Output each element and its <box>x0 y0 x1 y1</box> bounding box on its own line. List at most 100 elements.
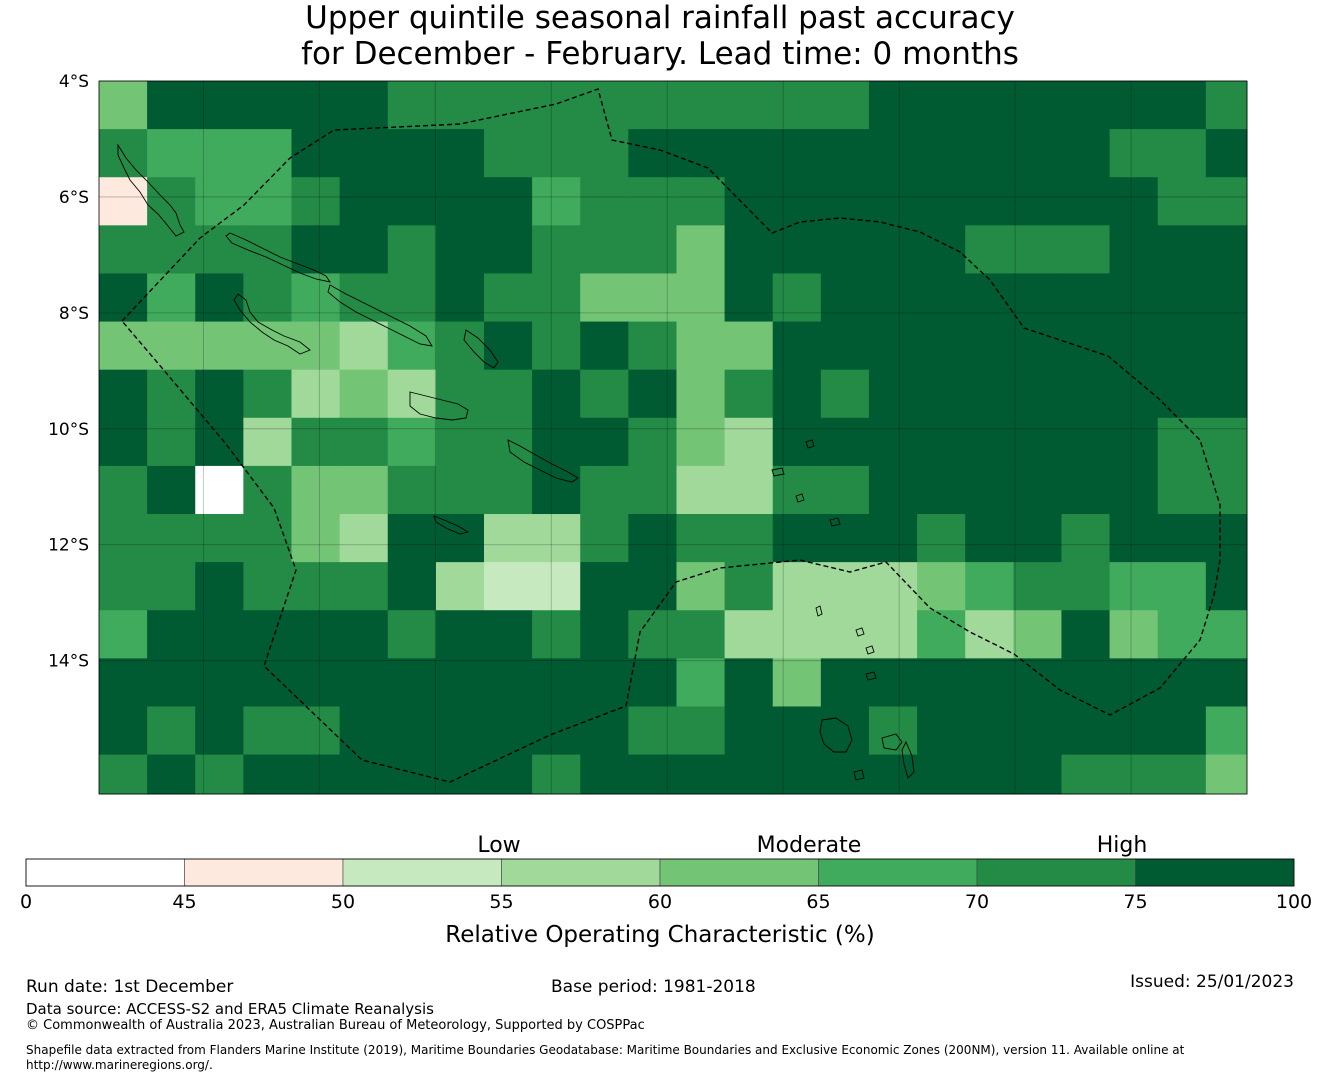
grid-cell <box>724 225 774 274</box>
grid-cell <box>339 369 389 419</box>
grid-cell <box>291 754 341 795</box>
coastline-islet-8 <box>815 605 823 617</box>
grid-cell <box>339 225 389 274</box>
grid-cell <box>1109 81 1159 130</box>
grid-cell <box>1205 706 1248 756</box>
grid-cell <box>435 81 485 130</box>
grid-cell <box>628 225 677 274</box>
grid-cell <box>1157 177 1207 226</box>
grid-cell <box>1157 610 1207 659</box>
grid-cell <box>1013 465 1062 515</box>
grid-cell <box>147 514 196 563</box>
grid-cell <box>99 754 148 795</box>
grid-cell <box>483 658 533 707</box>
grid-cell <box>147 273 196 323</box>
grid-cell <box>1013 81 1062 130</box>
grid-cell <box>339 754 389 795</box>
grid-cell <box>147 417 196 467</box>
lat-label: 14°S <box>48 652 89 672</box>
category-label-moderate: Moderate <box>757 833 862 858</box>
grid-cell <box>868 706 918 756</box>
grid-cell <box>724 369 774 419</box>
colorbar-swatch <box>25 858 185 887</box>
grid-cell <box>868 81 918 130</box>
grid-cell <box>387 129 437 178</box>
grid-cell <box>676 514 726 563</box>
grid-cell <box>1061 177 1111 226</box>
grid-cell <box>243 465 292 515</box>
grid-cell <box>965 81 1014 130</box>
grid-cell <box>243 417 292 467</box>
grid-cell <box>580 321 629 371</box>
grid-cell <box>532 514 581 563</box>
colorbar-tick-label: 70 <box>965 891 989 913</box>
grid-cell <box>147 562 196 611</box>
grid-cell <box>676 658 726 707</box>
grid-cell <box>483 321 533 371</box>
grid-cell <box>772 81 822 130</box>
grid-cell <box>1109 129 1159 178</box>
grid-cell <box>580 658 629 707</box>
grid-cell <box>676 754 726 795</box>
grid-cell <box>580 177 629 226</box>
grid-cell <box>1109 754 1159 795</box>
grid-cell <box>99 658 148 707</box>
coastline-santa-isabel <box>327 284 433 347</box>
grid-cell <box>965 706 1014 756</box>
grid-cell <box>724 417 774 467</box>
grid-cell <box>772 417 822 467</box>
grid-cell <box>532 658 581 707</box>
grid-cell <box>676 610 726 659</box>
grid-cell <box>628 562 677 611</box>
grid-cell <box>724 81 774 130</box>
map-frame <box>98 80 1248 795</box>
grid-cell <box>195 465 244 515</box>
grid-cell <box>387 706 437 756</box>
map-title: Upper quintile seasonal rainfall past ac… <box>0 0 1320 72</box>
grid-cell <box>1109 562 1159 611</box>
grid-cell <box>243 562 292 611</box>
colorbar-tick-label: 60 <box>648 891 672 913</box>
grid-cell <box>195 754 244 795</box>
grid-cell <box>243 321 292 371</box>
grid-cell <box>1013 225 1062 274</box>
grid-cell <box>580 754 629 795</box>
colorbar-tick-label: 50 <box>331 891 355 913</box>
colorbar-category-labels: Low Moderate High <box>477 833 1147 858</box>
grid-cell <box>1061 514 1111 563</box>
grid-cell <box>99 321 148 371</box>
grid-cell <box>483 610 533 659</box>
grid-cell <box>532 562 581 611</box>
coastline-san-cristobal <box>507 439 579 483</box>
grid-cell <box>820 754 870 795</box>
grid-cell <box>868 610 918 659</box>
grid-cell <box>1157 658 1207 707</box>
grid-cell <box>532 754 581 795</box>
coastlines <box>117 143 915 781</box>
grid-cell <box>965 273 1014 323</box>
grid-cell <box>291 81 341 130</box>
grid-cell <box>917 81 966 130</box>
grid-cell <box>532 177 581 226</box>
grid-cell <box>1013 129 1062 178</box>
grid-cell <box>147 321 196 371</box>
grid-cell <box>339 321 389 371</box>
grid-cell <box>724 706 774 756</box>
grid-cell <box>965 369 1014 419</box>
lat-label: 6°S <box>59 188 89 208</box>
category-label-low: Low <box>477 833 520 858</box>
grid-cell <box>435 562 485 611</box>
grid-cell <box>291 129 341 178</box>
grid-cell <box>387 321 437 371</box>
grid-cell <box>676 81 726 130</box>
grid-cell <box>1061 417 1111 467</box>
grid-cell <box>195 273 244 323</box>
grid-cell <box>772 321 822 371</box>
grid-cell <box>1109 177 1159 226</box>
colorbar-frame <box>25 858 1295 887</box>
coastline-bougainville <box>117 143 185 237</box>
grid-cell <box>243 514 292 563</box>
grid-cell <box>724 514 774 563</box>
grid-cell <box>435 177 485 226</box>
grid-cell <box>1013 706 1062 756</box>
